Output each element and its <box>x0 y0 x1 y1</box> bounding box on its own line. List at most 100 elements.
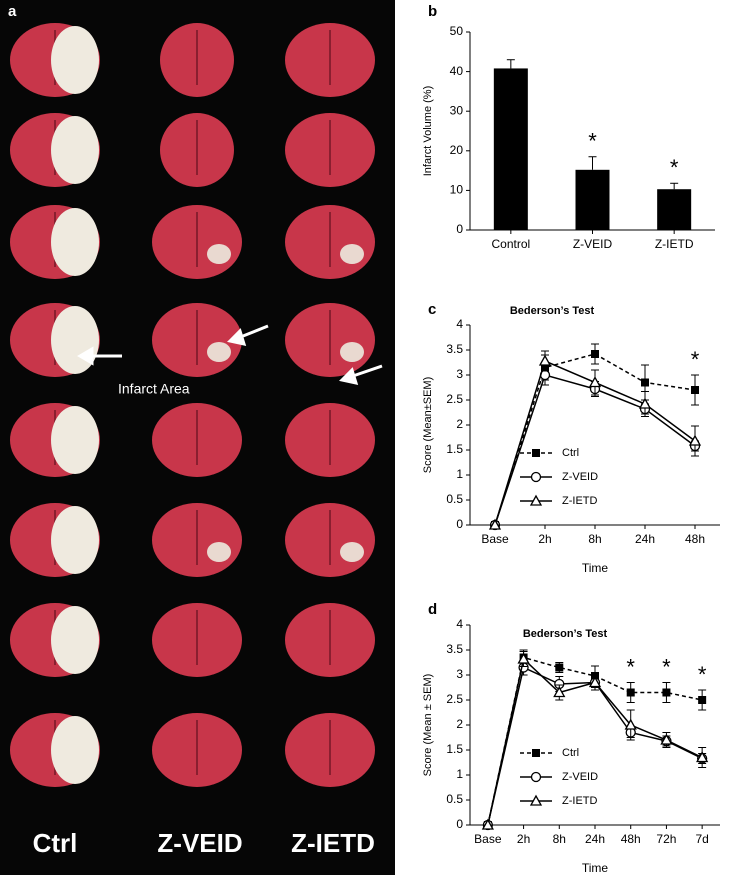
marker <box>588 376 602 388</box>
marker <box>698 696 707 704</box>
legend-marker <box>529 794 543 806</box>
annotation: * <box>691 347 700 372</box>
marker <box>591 350 599 358</box>
legend-label: Ctrl <box>562 447 579 459</box>
marker <box>538 354 552 366</box>
group-label: Ctrl <box>33 828 78 858</box>
y-tick-label: 0.5 <box>446 492 463 506</box>
annotation: * <box>670 155 679 180</box>
legend-marker <box>532 449 540 457</box>
group-label: Z-VEID <box>157 828 242 858</box>
y-tick-label: 2.5 <box>446 392 463 406</box>
legend-marker <box>530 471 542 483</box>
marker <box>660 733 673 745</box>
marker <box>624 718 637 730</box>
y-axis-label: Score (Mean ± SEM) <box>422 674 434 777</box>
y-tick-label: 4 <box>456 617 463 631</box>
marker <box>626 688 635 697</box>
infarct <box>340 244 364 264</box>
marker <box>517 652 530 664</box>
y-tick-label: 2 <box>456 717 463 731</box>
panel-label: c <box>428 301 436 318</box>
y-tick-label: 0 <box>456 222 463 236</box>
legend-label: Z-IETD <box>562 495 597 507</box>
x-tick-label: 8h <box>553 832 566 846</box>
marker <box>553 686 566 698</box>
x-tick-label: 2h <box>517 832 530 846</box>
x-axis-label: Time <box>582 561 609 575</box>
y-tick-label: 50 <box>450 24 464 38</box>
x-tick-label: Base <box>481 532 509 546</box>
infarct <box>51 506 99 574</box>
infarct <box>51 406 99 474</box>
x-tick-label: Z-VEID <box>573 237 613 251</box>
chart-title: Bederson’s Test <box>510 305 595 317</box>
infarct <box>51 116 99 184</box>
x-tick-label: 24h <box>635 532 655 546</box>
panel-label: a <box>8 3 17 20</box>
legend-label: Z-VEID <box>562 771 598 783</box>
y-tick-label: 3 <box>456 667 463 681</box>
annotation: * <box>662 654 671 679</box>
x-axis-label: Time <box>582 861 609 875</box>
x-tick-label: 24h <box>585 832 605 846</box>
bar <box>657 189 692 230</box>
bar <box>575 169 610 230</box>
infarct <box>207 342 231 362</box>
x-tick-label: Base <box>474 832 502 846</box>
x-tick-label: Control <box>491 237 530 251</box>
infarct <box>207 244 231 264</box>
y-tick-label: 2 <box>456 417 463 431</box>
bar <box>493 68 528 230</box>
infarct <box>207 542 231 562</box>
x-tick-label: 8h <box>588 532 601 546</box>
y-tick-label: 4 <box>456 317 463 331</box>
infarct <box>51 208 99 276</box>
marker <box>588 676 602 688</box>
x-tick-label: 48h <box>685 532 705 546</box>
marker <box>555 663 564 672</box>
y-tick-label: 0.5 <box>446 792 463 806</box>
marker <box>662 688 671 697</box>
y-tick-label: 3.5 <box>446 642 463 656</box>
y-tick-label: 1 <box>456 767 463 781</box>
chart-title: Bederson’s Test <box>523 628 608 640</box>
arrow-head <box>77 346 94 366</box>
x-tick-label: 2h <box>538 532 551 546</box>
legend-marker <box>530 771 542 783</box>
arrow <box>349 364 383 379</box>
marker <box>641 378 649 387</box>
legend-label: Z-IETD <box>562 795 597 807</box>
y-tick-label: 0 <box>456 517 463 531</box>
y-tick-label: 3 <box>456 367 463 381</box>
brain-slices <box>10 23 375 787</box>
y-axis-label: Infarct Volume (%) <box>422 86 434 176</box>
legend-marker <box>532 749 540 757</box>
legend-marker <box>529 494 543 506</box>
x-tick-label: 72h <box>656 832 676 846</box>
marker <box>696 751 709 763</box>
marker <box>481 818 494 830</box>
infarct <box>51 606 99 674</box>
y-tick-label: 3.5 <box>446 342 463 356</box>
infarct <box>51 716 99 784</box>
y-tick-label: 10 <box>450 183 464 197</box>
annotation: Infarct Area <box>118 381 190 397</box>
legend-label: Z-VEID <box>562 471 598 483</box>
panel-label: d <box>428 601 437 618</box>
marker <box>488 518 502 530</box>
y-tick-label: 1 <box>456 467 463 481</box>
y-axis-label: Score (Mean±SEM) <box>422 377 434 474</box>
annotation: * <box>588 129 597 154</box>
annotation: * <box>626 654 635 679</box>
y-tick-label: 2.5 <box>446 692 463 706</box>
arrows <box>77 324 383 386</box>
marker <box>688 434 702 446</box>
y-tick-label: 1.5 <box>446 442 463 456</box>
y-tick-label: 1.5 <box>446 742 463 756</box>
infarct <box>340 542 364 562</box>
infarct <box>51 26 99 94</box>
arrow-head <box>338 367 359 386</box>
y-tick-label: 0 <box>456 817 463 831</box>
x-tick-label: Z-IETD <box>655 237 694 251</box>
